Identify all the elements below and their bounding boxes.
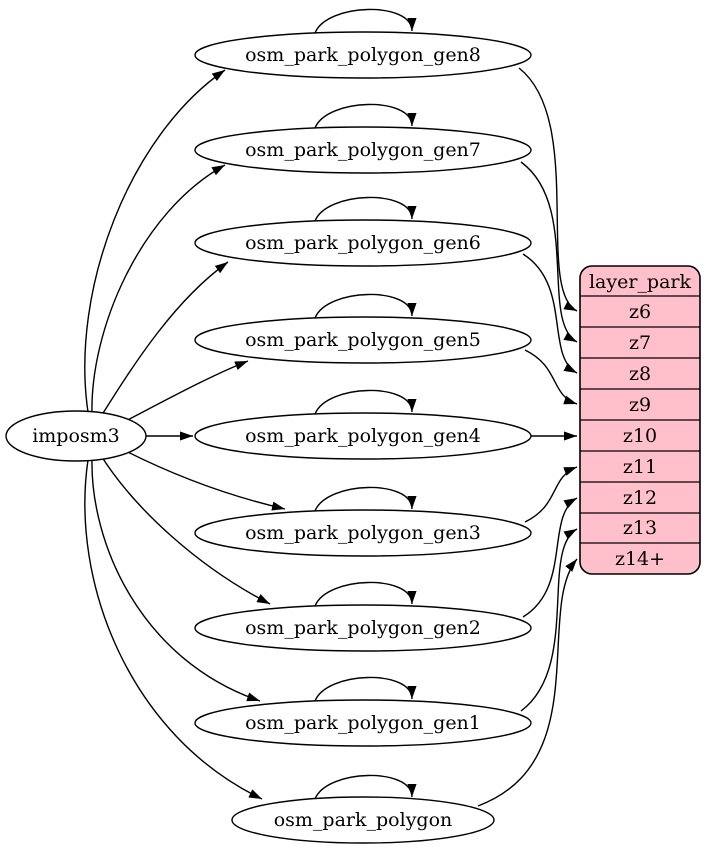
node-shape [194,604,532,652]
self-loop-osm-park-polygon [314,774,417,800]
node-shape [194,509,532,557]
node-label: imposm3 [32,425,120,447]
edge-imposm3-osm-park-polygon-gen8 [84,69,226,413]
edge-imposm3-osm-park-polygon-gen2 [99,453,271,605]
node-shape [194,316,532,364]
edge-osm-park-polygon-gen8-z6 [518,67,578,312]
row-label-z6: z6 [629,301,651,323]
row-label-z10: z10 [623,425,657,447]
row-label-z8: z8 [629,363,651,385]
node-shape [231,796,495,844]
self-loop-osm-park-polygon-gen6 [314,196,417,222]
self-loop-osm-park-polygon-gen3 [314,486,417,512]
node-osm-park-polygon-gen7: osm_park_polygon_gen7 [194,126,532,174]
edge-osm-park-polygon-gen7-z7 [520,161,578,343]
row-label-z9: z9 [629,394,651,416]
self-loop-osm-park-polygon-gen4 [314,389,417,415]
node-label: osm_park_polygon_gen6 [245,232,481,254]
edges-imposm3-to-tables [84,69,286,800]
table-title: layer_park [589,271,692,293]
node-label: osm_park_polygon_gen8 [245,44,481,66]
self-loop-osm-park-polygon-gen5 [314,293,417,319]
nodes: imposm3 osm_park_polygon_gen8 osm_park_p… [5,31,532,844]
node-label: osm_park_polygon_gen3 [245,522,481,544]
node-label: osm_park_polygon_gen5 [245,329,481,351]
node-shape [194,412,532,460]
self-loop-osm-park-polygon-gen1 [314,676,417,702]
edge-imposm3-osm-park-polygon-gen3 [117,446,286,511]
edges-tables-to-layer [477,67,578,807]
node-osm-park-polygon-gen8: osm_park_polygon_gen8 [194,31,532,79]
layer-park-table: layer_park z6 z7 z8 z9 z10 z11 z12 z13 z… [579,265,701,575]
node-shape [194,219,532,267]
node-label: osm_park_polygon [274,809,453,831]
node-label: osm_park_polygon_gen1 [245,712,481,734]
edge-osm-park-polygon-gen3-z11 [524,466,578,523]
edge-osm-park-polygon-gen2-z12 [522,497,578,618]
node-osm-park-polygon: osm_park_polygon [231,796,495,844]
edge-osm-park-polygon-gen6-z8 [522,253,578,374]
edge-imposm3-osm-park-polygon-gen7 [91,164,226,415]
node-osm-park-polygon-gen3: osm_park_polygon_gen3 [194,509,532,557]
row-label-z13: z13 [623,517,657,539]
edge-osm-park-polygon-gen5-z9 [524,349,578,405]
node-label: osm_park_polygon_gen7 [245,139,481,161]
edge-imposm3-osm-park-polygon-gen6 [99,261,229,419]
edge-imposm3-osm-park-polygon-gen1 [91,457,261,702]
row-label-z7: z7 [629,332,651,354]
node-osm-park-polygon-gen5: osm_park_polygon_gen5 [194,316,532,364]
edge-imposm3-osm-park-polygon-gen5 [117,360,249,426]
self-loop-osm-park-polygon-gen7 [314,103,417,129]
node-label: osm_park_polygon_gen4 [245,425,481,447]
node-imposm3: imposm3 [5,410,147,462]
node-label: osm_park_polygon_gen2 [245,617,481,639]
edge-imposm3-osm-park-polygon [84,459,263,800]
node-shape [5,410,147,462]
node-osm-park-polygon-gen4: osm_park_polygon_gen4 [194,412,532,460]
node-osm-park-polygon-gen1: osm_park_polygon_gen1 [194,699,532,747]
node-shape [194,31,532,79]
node-osm-park-polygon-gen6: osm_park_polygon_gen6 [194,219,532,267]
node-osm-park-polygon-gen2: osm_park_polygon_gen2 [194,604,532,652]
self-loop-osm-park-polygon-gen2 [314,581,417,607]
self-loop-edges [314,8,417,800]
node-shape [194,126,532,174]
node-shape [194,699,532,747]
row-label-z14: z14+ [615,548,665,570]
edge-osm-park-polygon-gen1-z13 [520,528,578,712]
self-loop-osm-park-polygon-gen8 [314,8,417,34]
row-label-z12: z12 [623,487,657,509]
edge-osm-park-polygon-z14 [477,558,578,807]
row-label-z11: z11 [623,456,657,478]
